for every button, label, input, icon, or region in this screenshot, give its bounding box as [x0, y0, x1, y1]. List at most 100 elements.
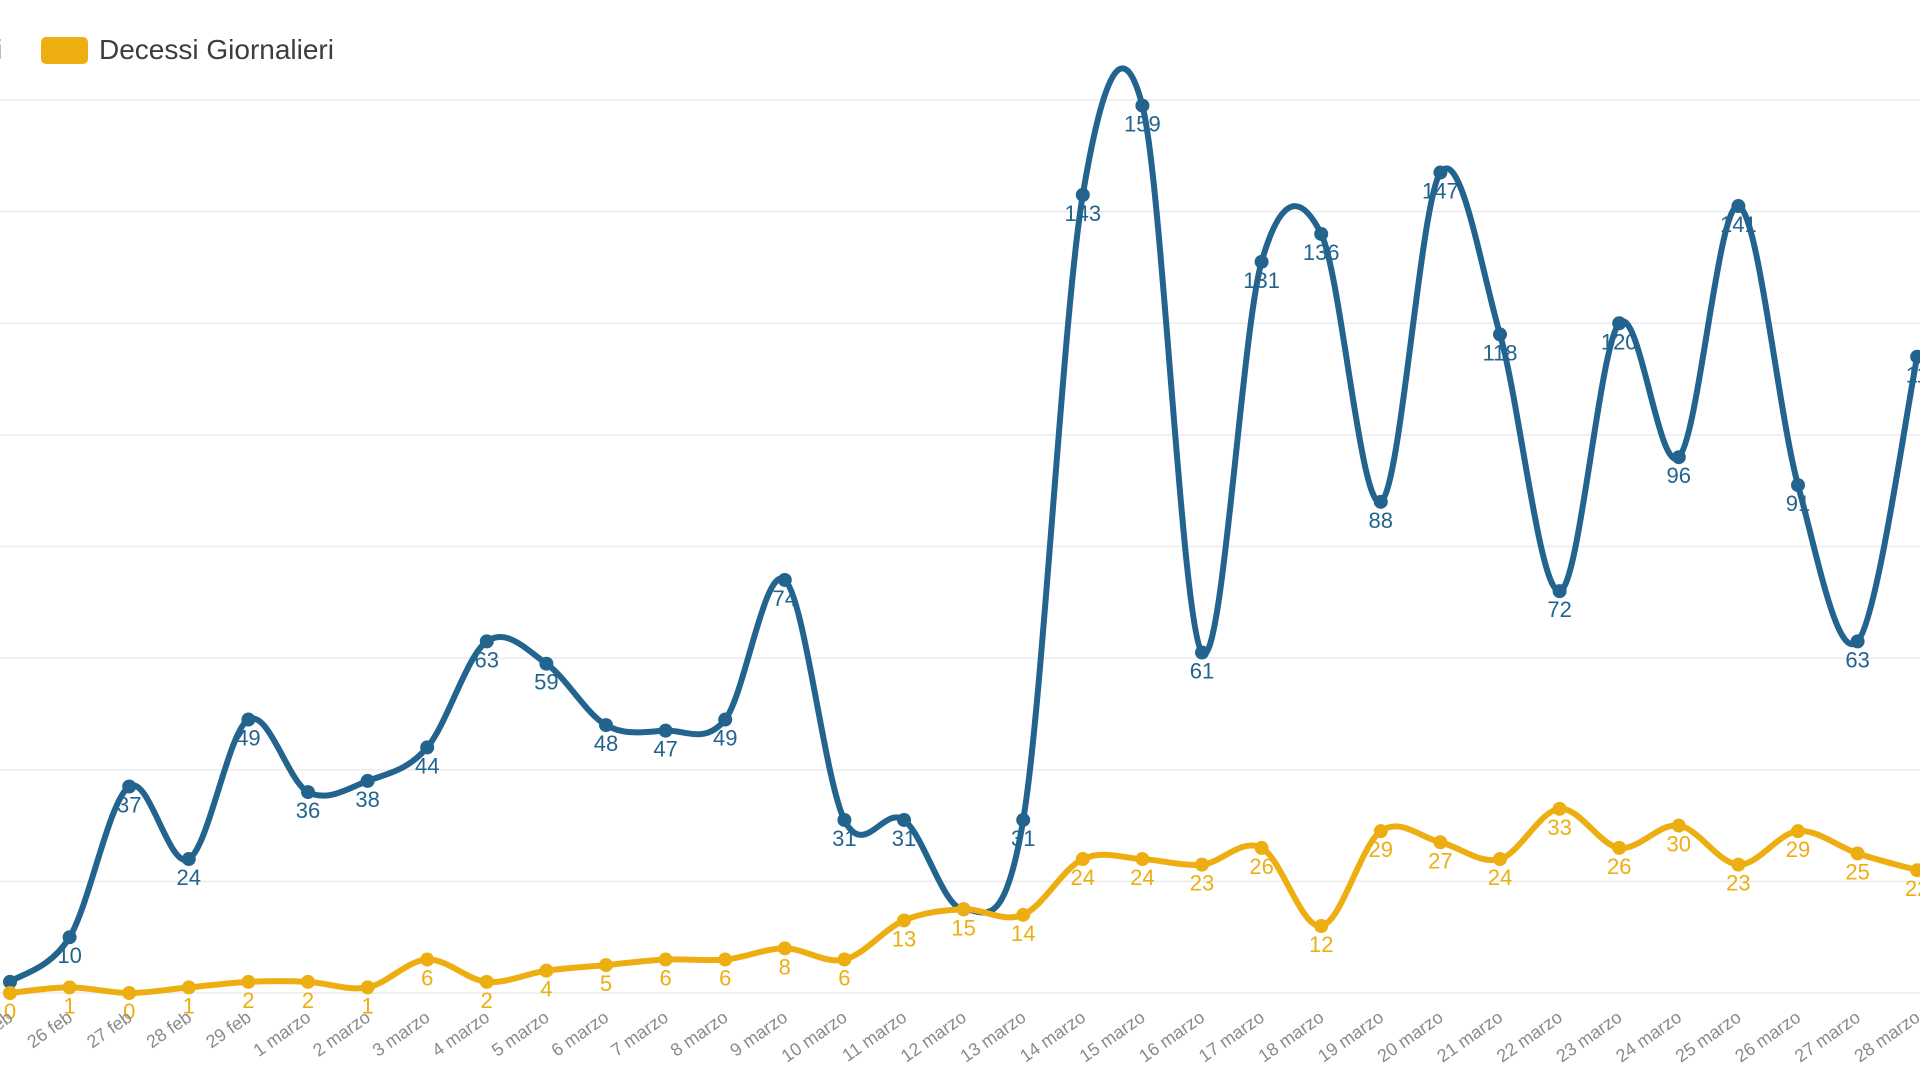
data-point[interactable]: [62, 980, 77, 995]
data-label: 2: [242, 988, 254, 1013]
data-point[interactable]: [241, 712, 256, 727]
data-point[interactable]: [1731, 199, 1746, 214]
data-point[interactable]: [837, 952, 852, 967]
data-point[interactable]: [1433, 835, 1448, 850]
data-point[interactable]: [1552, 584, 1567, 599]
data-label: 6: [659, 966, 671, 991]
x-tick-label: 2 marzo: [309, 1007, 374, 1061]
data-point[interactable]: [479, 974, 494, 989]
data-point[interactable]: [181, 852, 196, 867]
data-label: 141: [1720, 212, 1757, 237]
legend-label-decessi: Decessi Giornalieri: [99, 34, 334, 65]
data-point[interactable]: [1910, 349, 1920, 364]
x-tick-label: 26 feb: [23, 1007, 75, 1052]
data-point[interactable]: [1850, 846, 1865, 861]
data-point[interactable]: [1254, 840, 1269, 855]
data-point[interactable]: [777, 572, 792, 587]
data-point[interactable]: [360, 773, 375, 788]
data-label: 23: [1190, 871, 1214, 896]
data-point[interactable]: [956, 902, 971, 917]
data-point[interactable]: [1552, 801, 1567, 816]
data-point[interactable]: [718, 712, 733, 727]
data-point[interactable]: [1075, 187, 1090, 202]
data-point[interactable]: [718, 952, 733, 967]
data-point[interactable]: [420, 952, 435, 967]
data-point[interactable]: [62, 930, 77, 945]
x-tick-label: 28 marzo: [1851, 1007, 1920, 1066]
data-label: 6: [421, 966, 433, 991]
data-point[interactable]: [1373, 494, 1388, 509]
data-point[interactable]: [1493, 852, 1507, 867]
data-point[interactable]: [539, 656, 554, 671]
data-point[interactable]: [1195, 857, 1209, 872]
data-point[interactable]: [1075, 852, 1090, 867]
data-point[interactable]: [777, 941, 792, 956]
data-label: 1: [361, 993, 373, 1018]
data-point[interactable]: [420, 740, 435, 755]
x-tick-label: 12 marzo: [897, 1007, 970, 1066]
data-point[interactable]: [1433, 165, 1448, 180]
x-tick-label: 27 feb: [83, 1007, 135, 1052]
data-point[interactable]: [3, 974, 17, 989]
data-point[interactable]: [3, 986, 17, 1000]
data-point[interactable]: [1612, 316, 1627, 331]
data-point[interactable]: [181, 980, 196, 995]
data-point[interactable]: [658, 952, 673, 967]
data-point[interactable]: [1671, 450, 1686, 465]
x-tick-label: 18 marzo: [1255, 1007, 1328, 1066]
data-point[interactable]: [1791, 478, 1805, 493]
data-label: 14: [1011, 921, 1035, 946]
data-point[interactable]: [599, 718, 613, 733]
data-point[interactable]: [1016, 812, 1031, 827]
x-tick-label: 25 marzo: [1672, 1007, 1745, 1066]
x-tick-label: 11 marzo: [838, 1007, 910, 1066]
data-label: 0: [4, 999, 16, 1024]
data-point[interactable]: [1493, 327, 1507, 342]
data-label: 23: [1726, 871, 1750, 896]
data-point[interactable]: [122, 986, 137, 1000]
series-line-2: [7, 805, 1920, 996]
data-point[interactable]: [1135, 98, 1150, 113]
x-tick-label: 10 marzo: [778, 1007, 851, 1066]
data-point[interactable]: [1314, 919, 1329, 934]
data-label: 10: [57, 943, 81, 968]
data-point[interactable]: [301, 974, 315, 989]
data-label: 1: [183, 993, 195, 1018]
data-point[interactable]: [1016, 907, 1031, 922]
x-tick-label: 1 marzo: [250, 1007, 315, 1061]
data-point[interactable]: [1910, 863, 1920, 878]
data-point[interactable]: [360, 980, 375, 995]
data-point[interactable]: [479, 634, 494, 649]
data-point[interactable]: [1195, 645, 1209, 660]
x-tick-label: 13 marzo: [957, 1007, 1030, 1066]
x-tick-label: 22 marzo: [1493, 1007, 1566, 1066]
data-point[interactable]: [1791, 824, 1805, 839]
data-point[interactable]: [897, 913, 911, 928]
data-label: 31: [832, 826, 856, 851]
data-point[interactable]: [1731, 857, 1746, 872]
data-point[interactable]: [897, 812, 911, 827]
data-point[interactable]: [1135, 852, 1150, 867]
x-tick-label: 4 marzo: [428, 1007, 493, 1061]
data-point[interactable]: [1850, 634, 1865, 649]
data-point[interactable]: [837, 812, 852, 827]
data-point[interactable]: [301, 785, 315, 800]
data-point[interactable]: [599, 958, 613, 973]
data-label: 26: [1607, 854, 1631, 879]
data-point[interactable]: [1612, 840, 1627, 855]
data-label: 4: [540, 977, 552, 1002]
data-label: 120: [1601, 329, 1638, 354]
data-point[interactable]: [539, 963, 554, 978]
data-point[interactable]: [1254, 254, 1269, 269]
data-point[interactable]: [122, 779, 137, 794]
x-tick-label: 14 marzo: [1016, 1007, 1089, 1066]
data-label: 2: [481, 988, 493, 1013]
data-point[interactable]: [658, 723, 673, 738]
data-point[interactable]: [1314, 226, 1329, 241]
data-label: 24: [1488, 865, 1512, 890]
data-point[interactable]: [1671, 818, 1686, 833]
data-point[interactable]: [1373, 824, 1388, 839]
legend-label-series-1: i: [0, 34, 2, 65]
data-point[interactable]: [241, 974, 256, 989]
